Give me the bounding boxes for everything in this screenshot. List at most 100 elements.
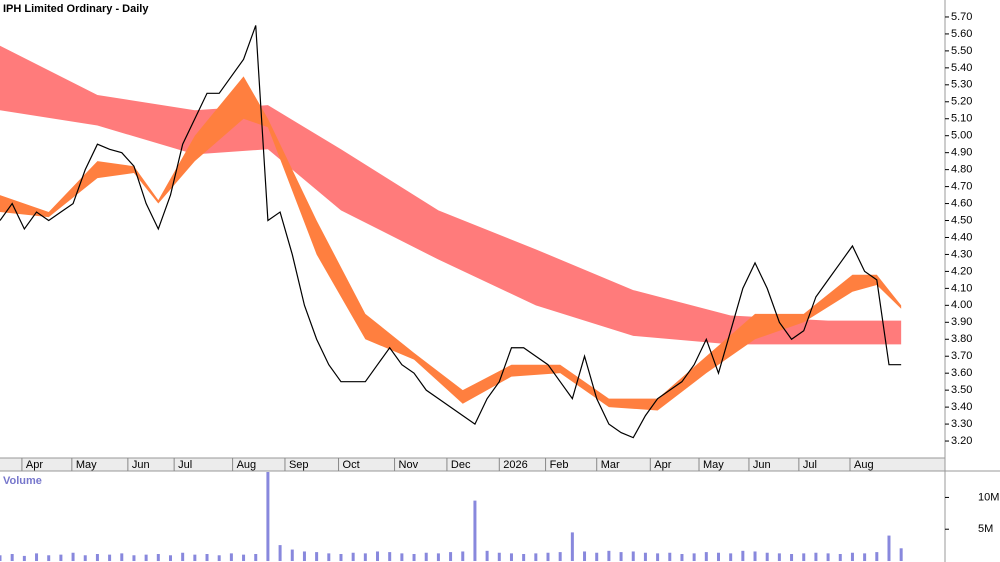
x-tick-label: Jun (753, 459, 771, 471)
y-tick-label: 4.00 (951, 299, 972, 311)
x-tick-label: Jul (178, 459, 192, 471)
volume-bar (424, 552, 428, 561)
y-tick-label: 4.10 (951, 282, 972, 294)
volume-bar (278, 545, 282, 561)
volume-bar (35, 553, 39, 561)
y-tick-label: 4.30 (951, 248, 972, 260)
volume-bar (59, 554, 63, 561)
y-tick-label: 5M (978, 523, 993, 535)
volume-bar (814, 552, 818, 561)
x-tick-label: Aug (237, 459, 257, 471)
volume-bar (741, 550, 745, 561)
volume-bar (193, 554, 197, 561)
volume-bar (254, 554, 258, 561)
volume-bar (802, 553, 806, 561)
y-tick-label: 3.70 (951, 350, 972, 362)
volume-bar (461, 551, 465, 561)
volume-bar (0, 555, 2, 561)
volume-bar (534, 553, 538, 561)
volume-bar (777, 553, 781, 561)
x-tick-label: Oct (343, 459, 360, 471)
volume-bar (643, 552, 647, 561)
y-tick-label: 3.50 (951, 384, 972, 396)
volume-bar (10, 554, 14, 561)
y-tick-label: 5.70 (951, 11, 972, 23)
y-tick-label: 4.80 (951, 164, 972, 176)
volume-bar (363, 553, 367, 561)
volume-bar (400, 553, 404, 561)
x-tick-label: Feb (550, 459, 569, 471)
volume-bar (838, 554, 842, 561)
x-tick-label: Mar (601, 459, 620, 471)
volume-bar (875, 552, 879, 561)
volume-bar (120, 553, 124, 561)
volume-bar (168, 555, 172, 561)
chart-title: IPH Limited Ordinary - Daily (3, 3, 149, 15)
volume-bar (765, 552, 769, 561)
x-tick-label: Apr (26, 459, 43, 471)
y-tick-label: 4.50 (951, 214, 972, 226)
volume-bar (47, 555, 51, 561)
volume-bar (716, 552, 720, 561)
volume-bar (95, 554, 99, 561)
volume-bar (729, 553, 733, 561)
volume-bar (327, 553, 331, 561)
volume-bar (704, 552, 708, 561)
y-tick-label: 3.40 (951, 401, 972, 413)
volume-bar (242, 554, 246, 561)
y-tick-label: 5.00 (951, 130, 972, 142)
volume-bar (339, 554, 343, 561)
y-tick-label: 5.60 (951, 28, 972, 40)
y-tick-label: 3.20 (951, 435, 972, 447)
x-tick-label: Jul (803, 459, 817, 471)
volume-bar (473, 500, 477, 561)
x-tick-label: Nov (399, 459, 419, 471)
volume-bar (229, 553, 233, 561)
volume-bar (558, 552, 562, 561)
volume-bar (826, 553, 830, 561)
y-tick-label: 4.70 (951, 180, 972, 192)
volume-bar (156, 554, 160, 561)
x-axis-strip (0, 458, 945, 471)
x-tick-label: Apr (654, 459, 671, 471)
volume-bar (22, 555, 26, 561)
volume-bar (449, 552, 453, 561)
volume-bar (83, 555, 87, 561)
volume-bar (388, 552, 392, 561)
y-tick-label: 4.20 (951, 265, 972, 277)
volume-bar (850, 552, 854, 561)
volume-bar (631, 551, 635, 561)
x-tick-label: 2026 (503, 459, 527, 471)
price-line (0, 25, 902, 439)
y-tick-label: 4.60 (951, 197, 972, 209)
y-tick-label: 10M (978, 491, 999, 503)
volume-bar (509, 553, 513, 561)
volume-bar (205, 554, 209, 561)
volume-bar (656, 553, 660, 561)
volume-bar (181, 552, 185, 561)
volume-bar (570, 532, 574, 561)
volume-bar (108, 554, 112, 561)
volume-bar (144, 554, 148, 561)
volume-title: Volume (3, 475, 42, 487)
volume-bar (436, 553, 440, 561)
volume-bar (132, 555, 136, 561)
volume-bar (376, 551, 380, 561)
volume-bar (692, 553, 696, 561)
y-tick-label: 5.30 (951, 79, 972, 91)
volume-bar (485, 550, 489, 561)
volume-bar (412, 554, 416, 561)
y-tick-label: 3.60 (951, 367, 972, 379)
volume-bar (351, 552, 355, 561)
y-tick-label: 3.80 (951, 333, 972, 345)
x-tick-label: May (703, 459, 724, 471)
y-tick-label: 3.30 (951, 418, 972, 430)
volume-bar (619, 552, 623, 561)
volume-bar (302, 551, 306, 561)
volume-bar (680, 554, 684, 561)
volume-bar (668, 552, 672, 561)
x-tick-label: May (76, 459, 97, 471)
x-tick-label: Aug (854, 459, 874, 471)
volume-bar (290, 549, 294, 561)
